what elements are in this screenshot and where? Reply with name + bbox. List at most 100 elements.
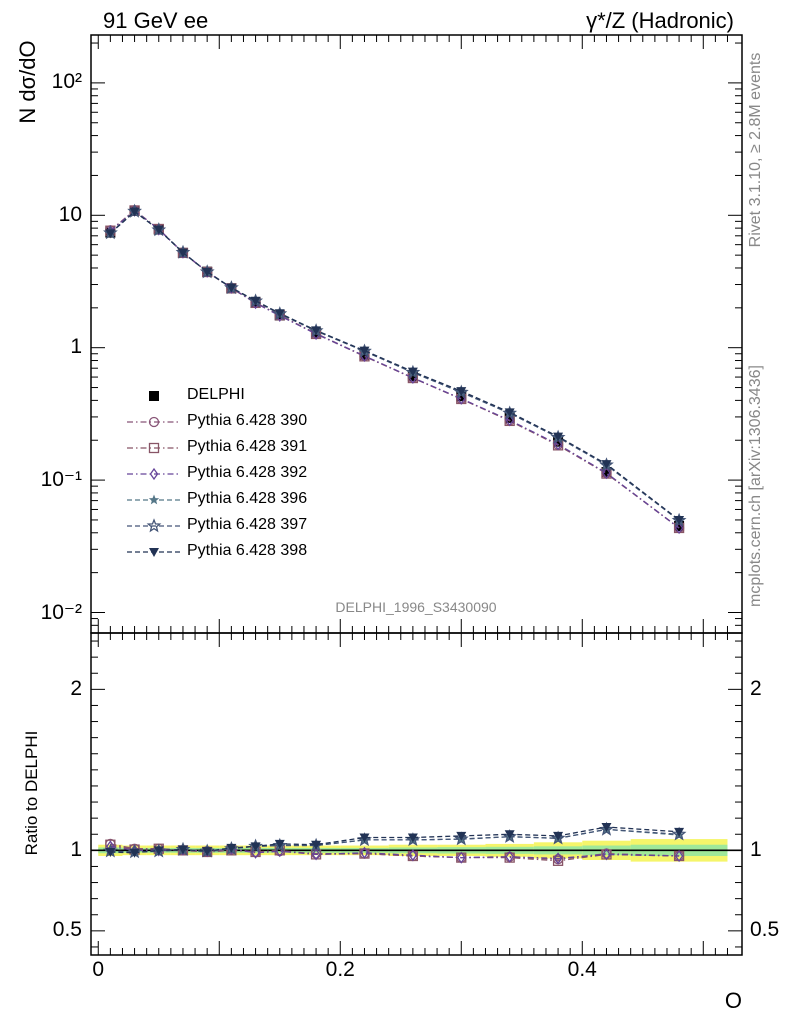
header-left-title: 91 GeV ee (103, 8, 209, 33)
ratio-data-point (553, 852, 563, 865)
ratio-data-point (504, 830, 515, 840)
main-y-tick-label: 10 (58, 202, 82, 226)
main-data-point (226, 283, 237, 293)
main-series-line (109, 209, 680, 529)
main-data-point (602, 466, 611, 480)
ratio-data-point (408, 849, 418, 862)
ratio-data-point (274, 839, 285, 849)
main-y-tick-label: 1 (70, 335, 82, 359)
ratio-y-tick-label: 1 (70, 837, 82, 861)
main-y-tick-label: 10² (51, 70, 82, 94)
main-data-point (456, 391, 467, 402)
legend-marker (149, 467, 159, 481)
ratio-data-point (311, 840, 322, 850)
header-right-title: γ*/Z (Hadronic) (586, 8, 734, 33)
ratio-data-point (456, 851, 466, 864)
rivet-credit: Rivet 3.1.10, ≥ 2.8M events (747, 52, 764, 248)
ratio-data-point (674, 849, 684, 863)
legend-marker (149, 548, 159, 557)
legend-marker (148, 442, 160, 454)
legend-marker (148, 416, 160, 428)
x-axis-label: O (724, 988, 742, 1013)
ratio-data-point (359, 833, 370, 843)
main-data-point (674, 515, 685, 525)
main-series-line (109, 210, 680, 522)
ratio-y-tick-label: 0.5 (52, 918, 82, 942)
main-data-point (274, 309, 285, 319)
ratio-data-point (505, 850, 514, 863)
main-series-line (109, 210, 680, 521)
main-data-point (407, 367, 418, 377)
ratio-data-point (671, 826, 687, 841)
main-data-point (202, 267, 213, 277)
mcplots-credit: mcplots.cern.ch [arXiv:1306.3436] (747, 365, 764, 607)
x-tick-label: 0.2 (325, 958, 355, 982)
axis-ticks (91, 35, 742, 955)
legend-label-396: Pythia 6.428 396 (187, 490, 308, 507)
legend-label-delphi: DELPHI (187, 386, 245, 403)
analysis-annotation: DELPHI_1996_S3430090 (335, 599, 497, 615)
ratio-data-point (674, 827, 685, 837)
ratio-y-tick-label-right: 2 (750, 676, 762, 700)
ratio-data-point (226, 843, 237, 853)
ratio-y-tick-label-right: 1 (750, 837, 762, 861)
ratio-series-5 (105, 823, 685, 858)
main-data-point (601, 460, 612, 470)
main-data-point (553, 438, 563, 451)
ratio-series-line (110, 843, 680, 860)
legend-label-390: Pythia 6.428 390 (187, 412, 308, 429)
ratio-data-point (105, 847, 116, 857)
ratio-data-point (311, 848, 321, 861)
main-data-point (359, 346, 370, 356)
x-tick-label: 0 (92, 958, 105, 982)
main-data-point (456, 387, 467, 397)
ratio-data-point (453, 831, 469, 846)
main-data-point (129, 207, 140, 217)
ratio-data-point (250, 842, 261, 852)
legend-markers (127, 391, 181, 557)
ratio-data-point (599, 821, 614, 836)
ratio-data-point (153, 846, 164, 856)
legend-marker (148, 494, 160, 505)
main-data-point (105, 229, 116, 239)
x-tick-label: 0.4 (567, 958, 597, 982)
main-data-point (553, 436, 564, 447)
main-y-tick-label: 10⁻² (40, 600, 82, 624)
main-data-point (177, 248, 188, 258)
main-data-point (674, 521, 684, 535)
ratio-y-tick-label: 2 (70, 676, 82, 700)
ratio-series-line (110, 826, 680, 854)
legend-marker (146, 518, 162, 533)
main-data-point (553, 432, 564, 442)
ratio-y-tick-label-right: 0.5 (750, 918, 780, 942)
main-data-point (153, 225, 164, 235)
ratio-data-point (360, 846, 369, 859)
main-y-axis-label: N dσ/dO (15, 40, 40, 124)
ratio-data-point (553, 831, 564, 841)
legend-label-391: Pythia 6.428 391 (187, 438, 308, 455)
legend-label-392: Pythia 6.428 392 (187, 464, 308, 481)
ratio-data-point (456, 831, 467, 841)
main-data-point (311, 326, 322, 336)
ratio-data-point (177, 845, 188, 855)
main-series-3 (106, 204, 684, 535)
main-data-point (504, 412, 515, 423)
main-data-point (250, 296, 261, 306)
ratio-data-point (601, 823, 612, 833)
main-y-tick-label: 10⁻¹ (40, 468, 82, 492)
legend-label-397: Pythia 6.428 397 (187, 516, 308, 533)
ratio-data-point (407, 833, 418, 843)
ratio-data-point (552, 855, 564, 866)
ratio-series-curves (103, 821, 687, 866)
main-series-6 (105, 207, 685, 525)
ratio-data-point (129, 848, 140, 858)
ratio-frame (90, 632, 743, 956)
main-series-curves (103, 203, 687, 535)
ratio-data-point (202, 847, 213, 857)
ratio-y-axis-label: Ratio to DELPHI (22, 730, 41, 856)
main-series-0 (105, 205, 685, 532)
main-data-point (504, 408, 515, 418)
ratio-data-point (602, 848, 611, 861)
main-data-point (674, 521, 685, 532)
